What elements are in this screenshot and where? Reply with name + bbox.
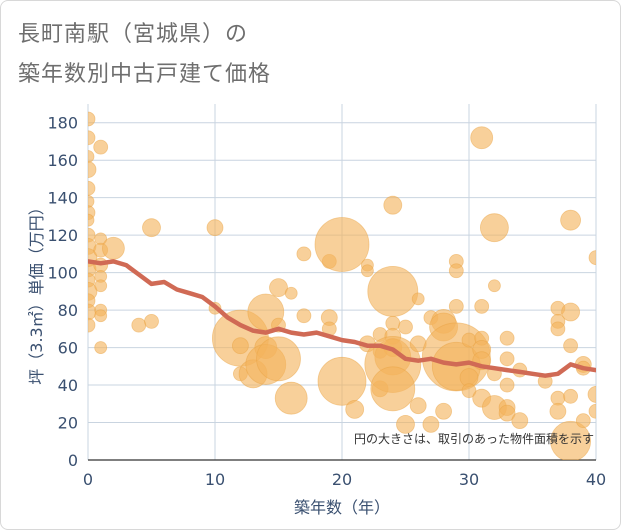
axis-ticks: 0 20 40 60 80 100 120 140 160 180 0 10 20 30 40 [47,114,606,489]
data-point [602,365,616,379]
data-point [88,161,97,178]
y-tick-label: 20 [58,414,78,433]
data-point [563,388,578,404]
data-point [367,265,419,317]
data-point [256,336,301,382]
data-point [269,278,288,298]
data-point [88,317,96,333]
data-point [499,351,515,367]
data-point [88,303,97,321]
data-point [549,402,567,420]
data-point [144,313,159,329]
x-tick-label: 20 [332,470,352,489]
y-tick-label: 40 [58,376,78,395]
data-point [588,403,596,419]
data-point [88,180,96,196]
data-point [314,217,370,272]
data-point [102,236,125,260]
data-point [411,292,425,306]
data-point [575,413,591,429]
data-point [231,337,249,355]
data-point [398,319,413,335]
trend-series [88,259,596,378]
bubble-size-note: 円の大きさは、取引のあった物件面積を示す [354,431,594,446]
data-point [498,404,516,422]
y-tick-label: 140 [47,189,78,208]
data-point [296,246,312,262]
data-point [588,250,596,266]
data-point [435,402,453,420]
data-point [550,321,566,337]
data-point [448,263,464,279]
chart-title-line2: 築年数別中古戸建て価格 [18,62,272,87]
data-point [296,308,312,324]
y-tick-label: 80 [58,301,78,320]
data-point [602,282,616,296]
data-point [470,126,494,150]
data-point [88,111,96,127]
data-point [94,341,108,354]
data-point [206,219,224,237]
y-tick-label: 100 [47,264,78,283]
bubble-series [88,111,618,460]
data-point [142,218,161,238]
data-point [563,338,578,354]
trend-line [88,259,596,378]
data-point [602,243,616,257]
data-point [560,209,581,231]
y-tick-label: 180 [47,114,78,133]
data-point [600,333,618,351]
data-point [409,397,427,415]
x-axis-label: 築年数（年） [294,498,390,517]
x-tick-label: 10 [205,470,225,489]
grid-lines [87,104,597,461]
data-point [93,139,109,155]
data-point [131,317,147,333]
data-point [317,356,367,406]
data-point [94,309,108,323]
data-point [487,279,501,293]
data-point [587,386,596,403]
data-point [370,366,416,412]
data-point [396,414,415,434]
y-tick-label: 160 [47,151,78,170]
data-point [274,381,308,415]
y-axis-label: 坪（3.3㎡）単価（万円） [27,199,46,384]
data-point [474,298,490,314]
chart-title-line1: 長町南駅（宮城県）の [18,22,249,47]
data-point [345,400,365,419]
data-point [360,264,374,278]
x-tick-label: 30 [459,470,479,489]
data-point [448,298,464,314]
y-tick-label: 120 [47,226,78,245]
data-point [550,420,591,460]
x-tick-label: 40 [586,470,606,489]
data-point [461,383,477,399]
data-point [511,412,529,430]
data-point [88,195,95,208]
data-point [499,330,515,346]
data-point [422,415,440,433]
data-point [94,279,108,293]
data-point [284,286,298,300]
y-tick-label: 0 [68,451,78,470]
data-point [383,195,403,215]
data-point [88,130,96,146]
data-point [88,213,95,227]
data-point [88,150,95,163]
data-point [479,213,509,243]
x-tick-label: 0 [83,470,93,489]
data-point [499,377,515,393]
y-tick-label: 60 [58,339,78,358]
data-point [561,302,580,322]
